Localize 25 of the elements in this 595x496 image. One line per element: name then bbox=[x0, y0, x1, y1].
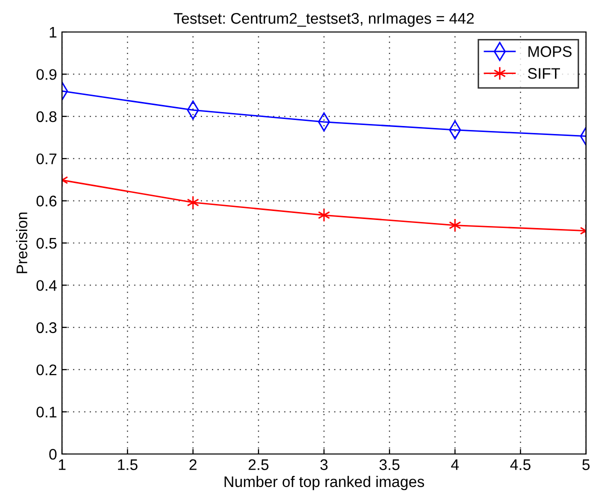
x-tick-label: 3.5 bbox=[379, 459, 400, 470]
y-tick-label: 1 bbox=[50, 27, 56, 38]
y-tick-label: 0.2 bbox=[36, 364, 56, 376]
y-tick-label: 0.8 bbox=[36, 111, 56, 122]
legend-label: MOPS bbox=[528, 46, 572, 57]
x-tick-label: 3 bbox=[320, 459, 328, 470]
legend-label: SIFT bbox=[528, 68, 560, 79]
x-tick-label: 1 bbox=[58, 459, 66, 470]
chart-title: Testset: Centrum2_testset3, nrImages = 442 bbox=[174, 13, 474, 27]
y-tick-label: 0.9 bbox=[36, 69, 56, 80]
y-tick-label: 0.7 bbox=[36, 153, 56, 164]
y-tick-label: 0.3 bbox=[36, 322, 56, 334]
x-tick-label: 2 bbox=[190, 459, 196, 470]
y-tick-label: 0.1 bbox=[36, 406, 56, 418]
x-axis-title: Number of top ranked images bbox=[224, 476, 424, 490]
y-tick-label: 0.4 bbox=[36, 280, 57, 291]
y-axis-title: Precision bbox=[16, 212, 28, 274]
x-tick-label: 4.5 bbox=[510, 459, 530, 470]
x-tick-label: 1.5 bbox=[118, 459, 138, 470]
x-tick-label: 2.5 bbox=[248, 459, 268, 470]
y-tick-label: 0.5 bbox=[36, 238, 56, 249]
y-tick-label: 0 bbox=[49, 448, 57, 460]
y-tick-label: 0.6 bbox=[36, 196, 56, 206]
x-tick-label: 4 bbox=[451, 459, 459, 470]
x-tick-label: 5 bbox=[582, 459, 590, 470]
